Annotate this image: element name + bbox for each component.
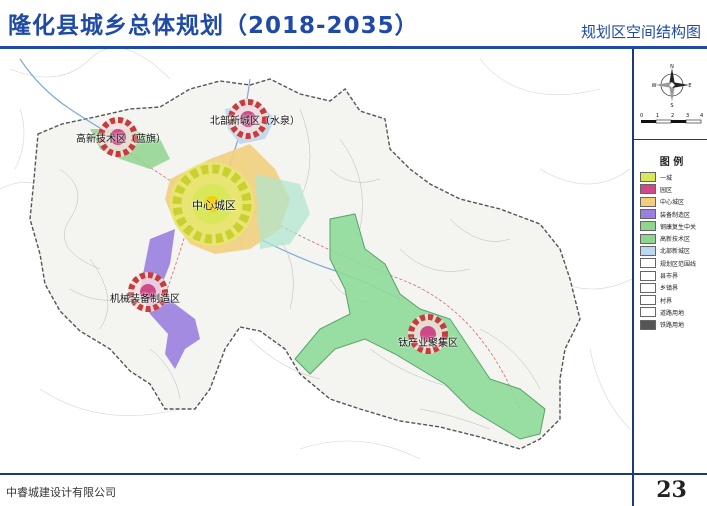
page-number: 23 (656, 477, 687, 503)
legend-item: 高新技术区 (640, 232, 696, 244)
label-hitech-district: 高新技术区（蓝旗） (76, 134, 166, 145)
footer: 中睿城建设计有限公司 23 (0, 473, 707, 506)
scale-bar: 0 1 2 3 4 (640, 113, 703, 124)
legend-label: 中心城区 (660, 199, 685, 207)
header: 隆化县城乡总体规划（2018-2035） 规划区空间结构图 (0, 0, 707, 49)
legend-panel: N S E W 0 1 2 3 4 图 例 一城 园区 中心城区 装备制造区 钢… (632, 49, 707, 473)
compass-n: N (670, 64, 674, 70)
legend-label: 北部新城区 (660, 248, 691, 256)
legend-item: 县市界 (640, 269, 696, 281)
legend-item: 道路用地 (640, 306, 696, 318)
legend-swatch (640, 233, 656, 244)
label-north-district: 北部新城区（水泉） (210, 116, 300, 127)
legend-item: 装备制造区 (640, 208, 696, 220)
legend-item: 园区 (640, 183, 696, 195)
legend-item: 中心城区 (640, 196, 696, 208)
label-center-city: 中心城区 (192, 199, 236, 212)
scale-tick-3: 3 (686, 113, 689, 119)
park-marker-hitech (98, 117, 138, 157)
label-machinery-district: 机械装备制造区 (110, 294, 180, 305)
compass-w: W (652, 83, 657, 89)
legend-item: 一城 (640, 171, 696, 183)
central-city-halo (255, 174, 310, 249)
legend-swatch (640, 221, 656, 232)
legend-swatch (640, 245, 656, 256)
legend-item: 铁路用地 (640, 319, 696, 331)
legend-item: 规划区范围线 (640, 257, 696, 269)
scale-tick-2: 2 (671, 113, 674, 119)
legend-label: 道路用地 (660, 309, 685, 317)
map-canvas[interactable]: 中心城区 北部新城区（水泉） 高新技术区（蓝旗） 机械装备制造区 钛产业聚集区 (0, 49, 632, 473)
map-title: 隆化县城乡总体规划（2018-2035） (8, 13, 419, 39)
legend-label: 高新技术区 (660, 236, 691, 244)
legend-swatch (640, 172, 656, 183)
compass-s: S (670, 103, 673, 107)
company-name: 中睿城建设计有限公司 (6, 486, 116, 499)
legend-item: 北部新城区 (640, 245, 696, 257)
legend-label: 规划区范围线 (660, 260, 697, 268)
legend-swatch (640, 209, 656, 220)
legend-label: 园区 (660, 186, 673, 194)
legend-swatch (640, 258, 656, 269)
park-marker-north (228, 99, 268, 139)
header-divider (0, 46, 707, 49)
legend-item: 钢康复生中关 (640, 220, 696, 232)
park-marker-titanium (408, 314, 448, 354)
legend-swatch (640, 295, 656, 306)
legend-label: 县市界 (660, 273, 679, 281)
compass-icon: N S E W (652, 64, 692, 107)
label-titanium-district: 钛产业聚集区 (398, 338, 458, 349)
legend-swatch (640, 270, 656, 281)
legend-swatch (640, 282, 656, 293)
map-subtitle: 规划区空间结构图 (580, 23, 701, 41)
park-marker-machinery (128, 272, 168, 312)
legend-item: 村界 (640, 294, 696, 306)
legend-item: 乡镇界 (640, 282, 696, 294)
legend-title: 图 例 (659, 157, 684, 168)
legend-label: 村界 (660, 297, 673, 305)
legend-label: 钢康复生中关 (660, 223, 697, 231)
legend-label: 一城 (660, 174, 673, 182)
center-target-icon (170, 162, 254, 246)
compass-e: E (688, 83, 691, 89)
scale-tick-4: 4 (700, 113, 703, 119)
legend-list: 一城 园区 中心城区 装备制造区 钢康复生中关 高新技术区 北部新城区 规划区范… (640, 171, 696, 331)
machinery-district (140, 229, 200, 369)
legend-swatch (640, 184, 656, 195)
map-svg (0, 49, 632, 460)
legend-swatch (640, 196, 656, 207)
scale-tick-1: 1 (656, 113, 659, 119)
legend-divider (634, 139, 707, 140)
legend-label: 乡镇界 (660, 285, 679, 293)
page-number-box: 23 (632, 475, 707, 506)
legend-label: 装备制造区 (660, 211, 691, 219)
legend-label: 铁路用地 (660, 322, 685, 330)
scale-tick-0: 0 (640, 113, 643, 119)
legend-swatch (640, 307, 656, 318)
legend-swatch (640, 319, 656, 330)
